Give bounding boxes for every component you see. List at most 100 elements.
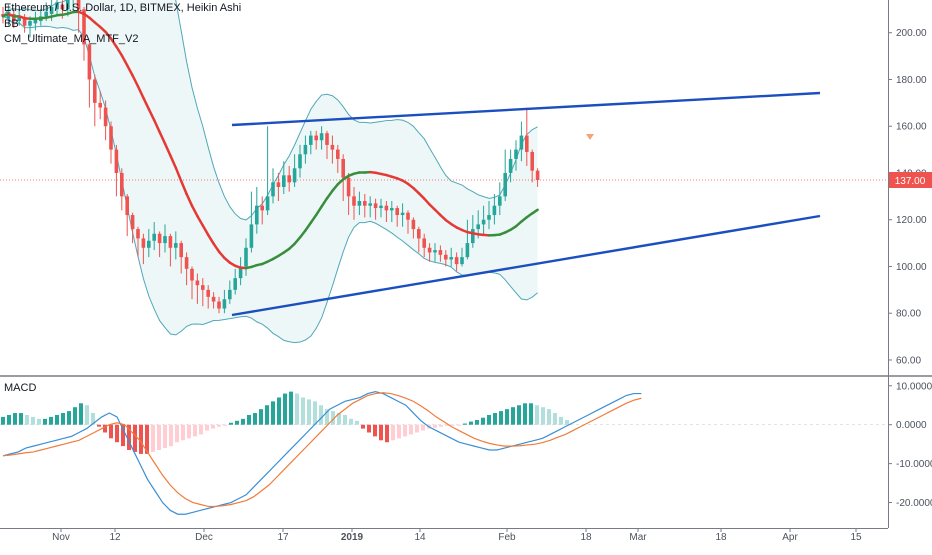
candle-body: [212, 297, 216, 302]
candle-body: [395, 208, 399, 215]
candle-body: [336, 150, 340, 159]
current-price-label: 137.00: [895, 176, 926, 187]
candle-body: [293, 168, 297, 182]
macd-histogram-bar: [175, 425, 179, 443]
candle-body: [374, 203, 378, 208]
candle-body: [503, 173, 507, 196]
candle-body: [433, 250, 437, 252]
x-tick-label: 18: [580, 532, 592, 543]
candle-body: [525, 136, 529, 152]
macd-indicator-label[interactable]: MACD: [4, 382, 36, 394]
macd-histogram-bar: [283, 394, 287, 425]
candle-body: [260, 206, 264, 211]
x-tick-label: Apr: [782, 532, 798, 543]
macd-histogram-bar: [31, 417, 35, 425]
candle-body: [487, 215, 491, 220]
x-tick-label: 14: [414, 532, 426, 543]
macd-histogram-bar: [487, 415, 491, 425]
macd-y-tick-label: -10.0000: [896, 459, 932, 470]
candle-body: [109, 126, 113, 149]
macd-histogram-bar: [457, 425, 461, 426]
macd-histogram-bar: [385, 425, 389, 443]
macd-histogram-bar: [355, 421, 359, 425]
candle-body: [514, 150, 518, 159]
y-tick-label: 160.00: [896, 122, 927, 133]
macd-histogram-bar: [517, 405, 521, 424]
macd-histogram-bar: [343, 415, 347, 425]
candle-body: [406, 213, 410, 220]
macd-histogram-bar: [349, 419, 353, 425]
y-tick-label: 100.00: [896, 262, 927, 273]
candle-body: [379, 206, 383, 208]
ma-indicator-label[interactable]: CM_Ultimate_MA_MTF_V2: [4, 33, 138, 45]
macd-histogram-bar: [379, 425, 383, 441]
candle-body: [385, 206, 389, 211]
macd-histogram-bar: [559, 417, 563, 425]
candle-body: [347, 178, 351, 197]
candle-body: [98, 103, 102, 108]
macd-histogram-bar: [247, 415, 251, 425]
macd-y-tick-label: 0.0000: [896, 420, 927, 431]
macd-histogram-bar: [529, 403, 533, 424]
macd-histogram-bar: [523, 403, 527, 424]
candle-body: [206, 290, 210, 297]
candle-body: [115, 150, 119, 173]
candle-body: [136, 229, 140, 238]
macd-histogram-bar: [451, 425, 455, 426]
candle-body: [493, 206, 497, 215]
macd-histogram-bar: [301, 397, 305, 424]
candle-body: [120, 173, 124, 196]
macd-histogram-bar: [169, 425, 173, 446]
macd-histogram-bar: [85, 405, 89, 424]
macd-histogram-bar: [505, 409, 509, 425]
macd-histogram-bar: [205, 425, 209, 431]
candle-body: [196, 281, 200, 286]
x-tick-label: 18: [715, 532, 727, 543]
candle-body: [147, 241, 151, 248]
candle-body: [314, 136, 318, 141]
candle-body: [309, 136, 313, 145]
macd-histogram-bar: [511, 407, 515, 425]
candle-body: [352, 196, 356, 205]
candle-body: [169, 236, 173, 248]
y-tick-label: 200.00: [896, 28, 927, 39]
y-tick-label: 180.00: [896, 75, 927, 86]
macd-histogram-bar: [403, 425, 407, 437]
macd-histogram-bar: [319, 405, 323, 424]
macd-histogram-bar: [373, 425, 377, 437]
candle-body: [466, 243, 470, 257]
candle-body: [223, 299, 227, 308]
candle-body: [28, 21, 32, 26]
macd-histogram-bar: [367, 425, 371, 433]
macd-histogram-bar: [211, 425, 215, 429]
macd-histogram-bar: [109, 425, 113, 439]
candle-body: [520, 136, 524, 150]
macd-histogram-bar: [481, 418, 485, 425]
macd-histogram-bar: [181, 425, 185, 441]
macd-histogram-bar: [73, 407, 77, 425]
macd-histogram-bar: [295, 394, 299, 425]
x-tick-label: 15: [850, 532, 862, 543]
macd-histogram-bar: [193, 425, 197, 437]
macd-histogram-bar: [49, 417, 53, 425]
macd-histogram-bar: [397, 425, 401, 439]
x-tick-label: Feb: [498, 532, 516, 543]
bb-indicator-label[interactable]: BB: [4, 18, 19, 30]
candle-body: [368, 203, 372, 205]
x-tick-label: Mar: [629, 532, 647, 543]
macd-histogram-bar: [163, 425, 167, 448]
candle-body: [287, 175, 291, 182]
macd-histogram-bar: [463, 424, 467, 425]
candle-body: [163, 236, 167, 243]
candle-body: [158, 234, 162, 243]
candle-body: [320, 133, 324, 140]
macd-y-tick-label: -20.0000: [896, 498, 932, 509]
y-tick-label: 80.00: [896, 309, 921, 320]
macd-histogram-bar: [241, 419, 245, 425]
macd-histogram-bar: [37, 419, 41, 425]
macd-histogram-bar: [499, 411, 503, 425]
macd-histogram-bar: [151, 425, 155, 452]
candle-body: [282, 175, 286, 187]
